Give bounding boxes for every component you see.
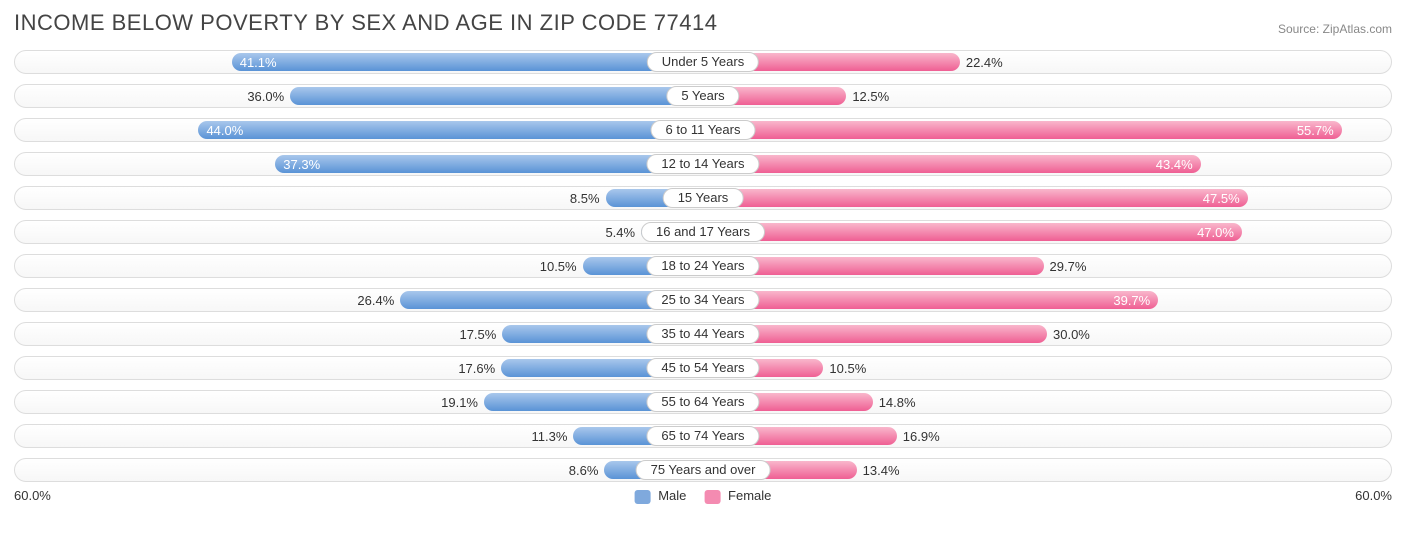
chart-row: 8.6% 13.4% 75 Years and over [14,458,1392,482]
category-label: 16 and 17 Years [641,222,765,242]
diverging-bar-chart: 41.1% 22.4% Under 5 Years 36.0% 12.5% 5 Years… [14,50,1392,482]
value-label-male: 37.3% [275,153,328,177]
axis-max-left: 60.0% [14,488,51,503]
value-label-male: 17.5% [453,323,502,347]
bar-female [703,189,1248,207]
chart-row: 44.0% 55.7% 6 to 11 Years [14,118,1392,142]
value-label-female: 39.7% [1105,289,1158,313]
value-label-female: 22.4% [960,51,1009,75]
value-label-male: 8.6% [563,459,605,483]
chart-row: 41.1% 22.4% Under 5 Years [14,50,1392,74]
axis-row: 60.0% Male Female 60.0% [14,488,1392,510]
category-label: 75 Years and over [636,460,771,480]
axis-max-right: 60.0% [1355,488,1392,503]
value-label-male: 44.0% [198,119,251,143]
chart-header: INCOME BELOW POVERTY BY SEX AND AGE IN Z… [14,10,1392,36]
value-label-male: 11.3% [526,425,574,449]
chart-row: 10.5% 29.7% 18 to 24 Years [14,254,1392,278]
value-label-male: 10.5% [534,255,583,279]
category-label: Under 5 Years [647,52,759,72]
value-label-male: 36.0% [241,85,290,109]
value-label-female: 13.4% [857,459,906,483]
value-label-male: 26.4% [351,289,400,313]
category-label: 18 to 24 Years [646,256,759,276]
category-label: 6 to 11 Years [651,120,756,140]
value-label-male: 41.1% [232,51,285,75]
chart-row: 17.6% 10.5% 45 to 54 Years [14,356,1392,380]
legend-item-male: Male [635,488,687,504]
chart-row: 11.3% 16.9% 65 to 74 Years [14,424,1392,448]
value-label-female: 47.5% [1195,187,1248,211]
value-label-female: 29.7% [1044,255,1093,279]
value-label-male: 8.5% [564,187,606,211]
bar-female [703,155,1201,173]
bar-male [290,87,703,105]
value-label-male: 19.1% [435,391,484,415]
category-label: 65 to 74 Years [646,426,759,446]
value-label-female: 12.5% [846,85,895,109]
category-label: 55 to 64 Years [646,392,759,412]
value-label-male: 17.6% [452,357,501,381]
value-label-female: 43.4% [1148,153,1201,177]
category-label: 15 Years [663,188,744,208]
chart-row: 37.3% 43.4% 12 to 14 Years [14,152,1392,176]
category-label: 25 to 34 Years [646,290,759,310]
category-label: 45 to 54 Years [646,358,759,378]
value-label-male: 5.4% [599,221,641,245]
category-label: 12 to 14 Years [646,154,759,174]
value-label-female: 14.8% [873,391,922,415]
chart-source: Source: ZipAtlas.com [1278,22,1392,36]
chart-row: 36.0% 12.5% 5 Years [14,84,1392,108]
bar-male [198,121,703,139]
legend-item-female: Female [704,488,771,504]
value-label-female: 10.5% [823,357,872,381]
legend-label-male: Male [658,488,686,503]
value-label-female: 30.0% [1047,323,1096,347]
chart-row: 5.4% 47.0% 16 and 17 Years [14,220,1392,244]
chart-row: 8.5% 47.5% 15 Years [14,186,1392,210]
category-label: 5 Years [666,86,739,106]
value-label-female: 47.0% [1189,221,1242,245]
chart-title: INCOME BELOW POVERTY BY SEX AND AGE IN Z… [14,10,717,36]
bar-male [275,155,703,173]
value-label-female: 55.7% [1289,119,1342,143]
bar-female [703,291,1158,309]
legend-swatch-male [635,490,651,504]
value-label-female: 16.9% [897,425,946,449]
category-label: 35 to 44 Years [646,324,759,344]
bar-female [703,121,1342,139]
chart-row: 17.5% 30.0% 35 to 44 Years [14,322,1392,346]
legend: Male Female [635,488,772,504]
bar-female [703,223,1242,241]
chart-row: 19.1% 14.8% 55 to 64 Years [14,390,1392,414]
legend-swatch-female [704,490,720,504]
bar-male [232,53,703,71]
legend-label-female: Female [728,488,771,503]
chart-row: 26.4% 39.7% 25 to 34 Years [14,288,1392,312]
